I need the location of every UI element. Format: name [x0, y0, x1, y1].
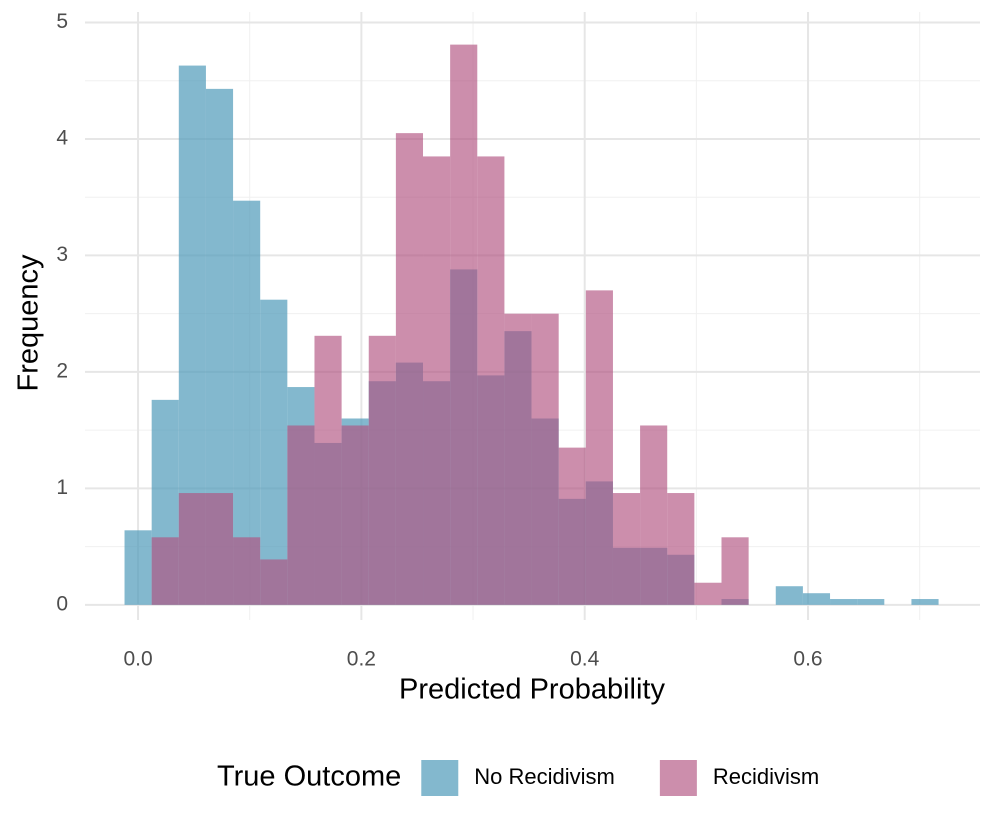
- bar: [124, 530, 152, 605]
- bar: [640, 425, 668, 605]
- bar: [151, 537, 179, 605]
- legend-label: Recidivism: [713, 764, 819, 789]
- bar: [205, 493, 234, 605]
- bar: [504, 313, 532, 605]
- y-tick-label: 1: [56, 476, 68, 499]
- bar: [694, 582, 722, 605]
- bar: [830, 599, 858, 605]
- bar: [558, 447, 586, 605]
- legend-label: No Recidivism: [474, 764, 615, 789]
- y-axis-label: Frequency: [13, 254, 45, 392]
- bar: [667, 493, 695, 605]
- x-tick-label: 0.4: [570, 648, 600, 671]
- y-tick-label: 3: [56, 243, 68, 266]
- bar: [775, 586, 803, 605]
- bar: [260, 559, 288, 605]
- bar: [857, 599, 885, 605]
- y-tick-label: 4: [56, 127, 68, 150]
- bar: [450, 44, 478, 605]
- bar: [585, 290, 613, 605]
- legend-title: True Outcome: [217, 761, 401, 793]
- bar: [178, 493, 206, 605]
- bar: [477, 156, 505, 605]
- bar: [721, 537, 749, 605]
- bar: [612, 493, 641, 605]
- bar: [233, 537, 261, 605]
- legend-swatch: [659, 760, 697, 796]
- x-tick-label: 0.6: [793, 648, 822, 671]
- bar: [423, 156, 451, 605]
- legend-swatch: [421, 760, 459, 796]
- bar: [314, 335, 342, 605]
- bar: [287, 425, 315, 605]
- bar: [531, 313, 559, 605]
- x-tick-label: 0.2: [347, 648, 376, 671]
- bar: [260, 299, 288, 605]
- x-axis-label: Predicted Probability: [399, 674, 665, 706]
- y-tick-label: 0: [56, 592, 68, 615]
- bar: [911, 599, 939, 605]
- bar: [368, 335, 396, 605]
- y-tick-label: 5: [56, 10, 68, 33]
- bar: [341, 425, 369, 605]
- bar: [395, 133, 424, 605]
- x-tick-label: 0.0: [123, 648, 152, 671]
- bar: [802, 593, 831, 605]
- y-tick-label: 2: [56, 359, 68, 382]
